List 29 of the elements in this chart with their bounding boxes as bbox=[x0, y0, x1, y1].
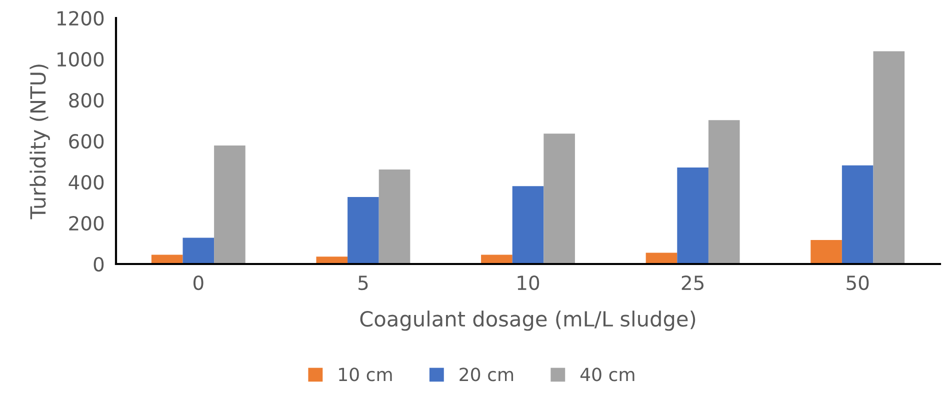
y-tick-label: 0 bbox=[94, 256, 104, 272]
legend-label: 40 cm bbox=[580, 368, 634, 382]
bar bbox=[378, 169, 410, 264]
bar bbox=[544, 134, 575, 264]
bar bbox=[512, 186, 544, 264]
legend-label: 20 cm bbox=[460, 368, 514, 382]
y-axis-title: Turbidity (NTU) bbox=[30, 64, 50, 220]
bar bbox=[646, 252, 678, 264]
bar bbox=[677, 167, 708, 264]
y-tick-label: 400 bbox=[68, 174, 104, 190]
bar bbox=[348, 196, 379, 264]
y-tick-label: 1200 bbox=[58, 10, 104, 26]
bar bbox=[708, 120, 740, 264]
y-tick-label: 600 bbox=[69, 134, 104, 149]
bar bbox=[873, 51, 905, 264]
x-axis-title: Coagulant dosage (mL/L sludge) bbox=[360, 310, 696, 331]
x-tick-label: 0 bbox=[193, 275, 204, 290]
bar bbox=[810, 240, 842, 264]
bar bbox=[214, 146, 246, 264]
legend-label: 10 cm bbox=[339, 368, 392, 382]
bar bbox=[182, 238, 214, 264]
x-tick-label: 10 bbox=[518, 275, 540, 290]
y-tick-label: 1000 bbox=[58, 52, 104, 67]
x-tick-label: 50 bbox=[846, 275, 869, 290]
x-tick-label: 25 bbox=[682, 275, 704, 290]
bar bbox=[842, 165, 874, 264]
y-tick-label: 200 bbox=[69, 216, 104, 231]
x-tick-label: 5 bbox=[358, 276, 368, 290]
y-tick-label: 800 bbox=[69, 92, 104, 108]
